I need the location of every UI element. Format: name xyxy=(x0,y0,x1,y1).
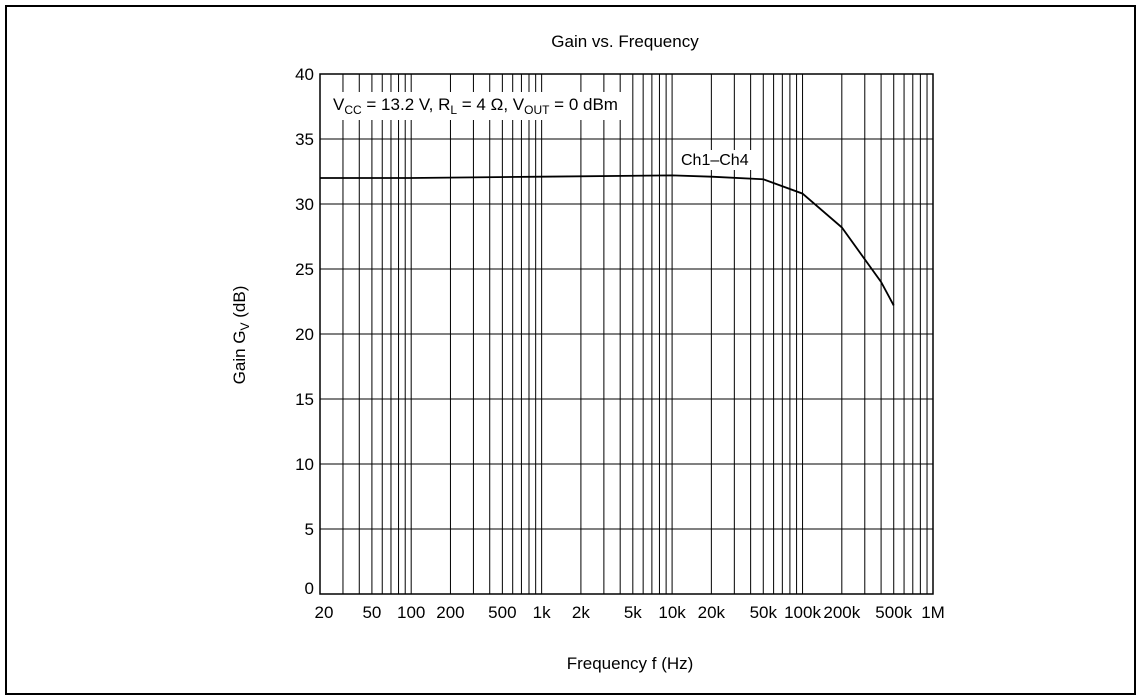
y-tick-label: 10 xyxy=(295,455,314,474)
y-tick-label: 15 xyxy=(295,390,314,409)
subtitle-background xyxy=(328,92,623,120)
x-tick-label: 50 xyxy=(362,603,381,622)
plot-border xyxy=(319,73,934,595)
x-tick-label: 2k xyxy=(572,603,590,622)
y-tick-label: 0 xyxy=(305,579,314,598)
x-tick-label: 20 xyxy=(315,603,334,622)
x-tick-label: 100 xyxy=(397,603,425,622)
chart-subtitle: VCC = 13.2 V, RL = 4 Ω, VOUT = 0 dBm xyxy=(333,95,618,117)
series-layer xyxy=(320,174,895,306)
x-tick-label: 100k xyxy=(784,603,821,622)
x-tick-label: 1k xyxy=(533,603,551,622)
x-tick-label: 200k xyxy=(823,603,860,622)
major-grid xyxy=(320,138,933,530)
series-line-ch1-ch4 xyxy=(320,174,895,306)
x-tick-label: 10k xyxy=(658,603,686,622)
y-tick-label: 35 xyxy=(295,130,314,149)
series-label-ch1-ch4: Ch1–Ch4 xyxy=(681,152,749,169)
chart-title: Gain vs. Frequency xyxy=(551,32,699,51)
x-axis-label: Frequency f (Hz) xyxy=(567,654,694,673)
y-axis-label: Gain GV (dB) xyxy=(230,286,252,385)
y-tick-label: 25 xyxy=(295,260,314,279)
x-tick-labels: 20 50 100 200 500 1k 2k 5k 10k 20k 50k 100k 200k 500k… xyxy=(315,603,945,622)
y-tick-label: 20 xyxy=(295,325,314,344)
y-tick-labels: 0 5 10 15 20 25 30 35 40 xyxy=(295,65,314,598)
x-tick-label: 1M xyxy=(921,603,945,622)
series-label-background xyxy=(678,150,752,170)
x-tick-label: 200 xyxy=(436,603,464,622)
x-tick-label: 50k xyxy=(750,603,778,622)
y-tick-label: 40 xyxy=(295,65,314,84)
x-tick-label: 5k xyxy=(624,603,642,622)
y-tick-label: 5 xyxy=(305,520,314,539)
x-tick-label: 500k xyxy=(875,603,912,622)
x-tick-label: 20k xyxy=(698,603,726,622)
x-tick-label: 500 xyxy=(488,603,516,622)
y-tick-label: 30 xyxy=(295,195,314,214)
